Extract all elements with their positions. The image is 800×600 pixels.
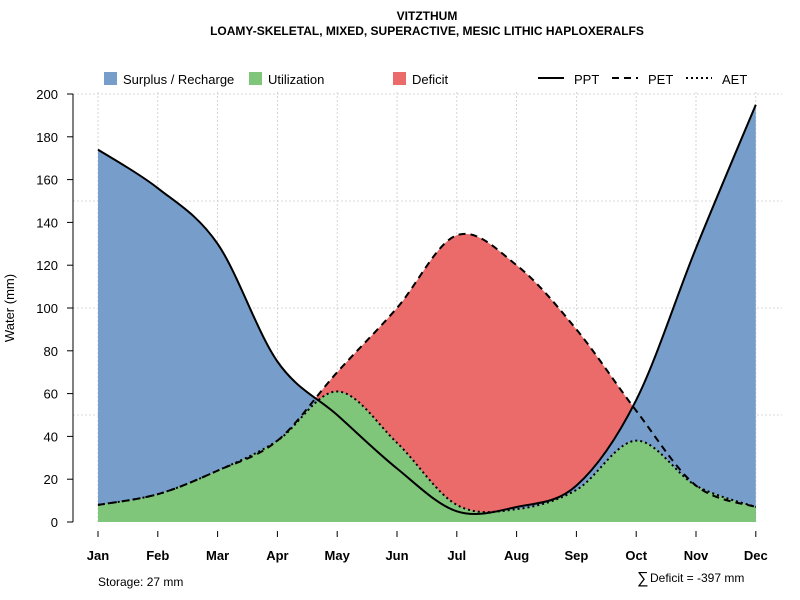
y-axis-label: Water (mm) [2, 274, 17, 342]
y-tick-label: 200 [36, 87, 58, 102]
x-tick-label: Jun [385, 548, 408, 563]
legend-swatch-2 [393, 72, 406, 85]
y-tick-label: 60 [44, 387, 58, 402]
x-tick-label: May [325, 548, 351, 563]
deficit-annotation: Deficit = -397 mm [650, 571, 744, 585]
x-tick-label: Jul [447, 548, 466, 563]
y-tick-label: 160 [36, 173, 58, 188]
utilization-area [98, 391, 756, 522]
x-tick-label: Dec [744, 548, 768, 563]
legend-label: PPT [574, 72, 599, 87]
deficit-symbol: ∑ [637, 570, 648, 587]
y-tick-label: 20 [44, 472, 58, 487]
series-lines [97, 104, 757, 515]
x-tick-label: Apr [266, 548, 288, 563]
y-tick-label: 80 [44, 344, 58, 359]
legend-label: Surplus / Recharge [123, 72, 234, 87]
x-tick-label: Oct [625, 548, 647, 563]
legend-label: AET [722, 72, 747, 87]
areas [98, 104, 756, 523]
chart-subtitle: LOAMY-SKELETAL, MIXED, SUPERACTIVE, MESI… [210, 24, 644, 38]
y-tick-label: 180 [36, 130, 58, 145]
deficit-area [98, 233, 756, 523]
y-tick-label: 100 [36, 301, 58, 316]
surplus-recharge-area [98, 104, 756, 522]
storage-annotation: Storage: 27 mm [98, 575, 183, 589]
legend-swatch-1 [249, 72, 262, 85]
legend-label: Utilization [268, 72, 324, 87]
chart-title: VITZTHUM [397, 9, 458, 23]
y-tick-label: 40 [44, 429, 58, 444]
series-line-ppt [97, 104, 757, 515]
x-tick-label: Jan [87, 548, 109, 563]
legend: Surplus / Recharge Utilization Deficit PPT P… [104, 72, 747, 87]
axes: 0 20 40 60 80 100 120 140 160 180 200 Jan Feb Mar Apr M… [36, 87, 767, 563]
legend-swatch-0 [104, 72, 117, 85]
legend-label: Deficit [412, 72, 449, 87]
x-tick-label: Aug [504, 548, 529, 563]
x-tick-label: Nov [684, 548, 709, 563]
series-line-aet [97, 390, 757, 514]
x-tick-label: Sep [564, 548, 588, 563]
x-tick-label: Mar [206, 548, 229, 563]
x-tick-label: Feb [146, 548, 169, 563]
y-tick-label: 0 [51, 515, 58, 530]
y-tick-label: 120 [36, 258, 58, 273]
y-tick-label: 140 [36, 215, 58, 230]
legend-label: PET [648, 72, 673, 87]
